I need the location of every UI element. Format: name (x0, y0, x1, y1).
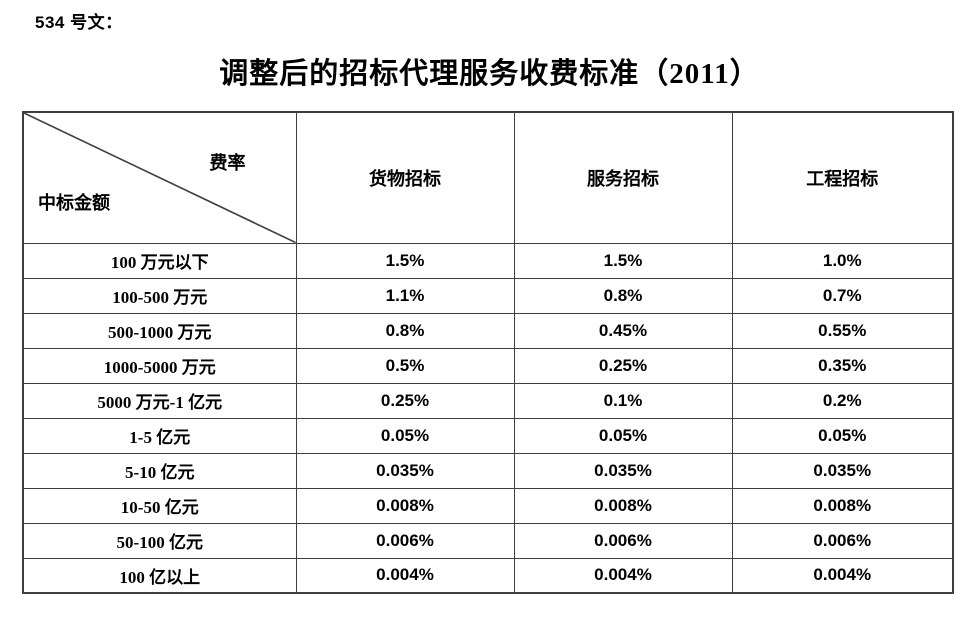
column-header-goods: 货物招标 (295, 111, 515, 244)
rate-cell: 1.5% (513, 242, 733, 279)
diagonal-corner-cell: 费率 中标金额 (22, 111, 297, 244)
rate-cell: 0.05% (513, 417, 733, 454)
row-label: 50-100 亿元 (22, 522, 297, 559)
table-row: 1000-5000 万元 0.5% 0.25% 0.35% (22, 347, 954, 384)
rate-cell: 0.05% (731, 417, 954, 454)
fee-rate-table: 费率 中标金额 货物招标 服务招标 工程招标 100 万元以下 1.5% 1.5… (22, 111, 954, 594)
table-header-row: 费率 中标金额 货物招标 服务招标 工程招标 (22, 111, 954, 244)
rate-cell: 1.0% (731, 242, 954, 279)
table-row: 100-500 万元 1.1% 0.8% 0.7% (22, 277, 954, 314)
rate-cell: 0.25% (513, 347, 733, 384)
rate-cell: 0.008% (731, 487, 954, 524)
rate-cell: 0.2% (731, 382, 954, 419)
rate-cell: 0.008% (513, 487, 733, 524)
rate-cell: 0.035% (513, 452, 733, 489)
rate-cell: 0.006% (731, 522, 954, 559)
column-header-engineering: 工程招标 (731, 111, 954, 244)
rate-cell: 1.1% (295, 277, 515, 314)
row-label: 1-5 亿元 (22, 417, 297, 454)
table-row: 5-10 亿元 0.035% 0.035% 0.035% (22, 452, 954, 489)
row-label: 100 万元以下 (22, 242, 297, 279)
rate-cell: 0.55% (731, 312, 954, 349)
page-title: 调整后的招标代理服务收费标准（2011） (219, 58, 760, 90)
table-row: 100 亿以上 0.004% 0.004% 0.004% (22, 557, 954, 594)
doc-number-label: 534 号文： (35, 13, 123, 32)
rate-cell: 0.05% (295, 417, 515, 454)
column-header-services: 服务招标 (513, 111, 733, 244)
corner-label-amount: 中标金额 (38, 192, 110, 213)
row-label: 500-1000 万元 (22, 312, 297, 349)
rate-cell: 0.35% (731, 347, 954, 384)
rate-cell: 1.5% (295, 242, 515, 279)
table-row: 50-100 亿元 0.006% 0.006% 0.006% (22, 522, 954, 559)
row-label: 5-10 亿元 (22, 452, 297, 489)
rate-cell: 0.25% (295, 382, 515, 419)
row-label: 10-50 亿元 (22, 487, 297, 524)
rate-cell: 0.004% (295, 557, 515, 594)
rate-cell: 0.035% (295, 452, 515, 489)
table-row: 10-50 亿元 0.008% 0.008% 0.008% (22, 487, 954, 524)
table-row: 100 万元以下 1.5% 1.5% 1.0% (22, 242, 954, 279)
table-row: 1-5 亿元 0.05% 0.05% 0.05% (22, 417, 954, 454)
corner-label-rate: 费率 (209, 153, 246, 173)
rate-cell: 0.004% (731, 557, 954, 594)
rate-cell: 0.006% (295, 522, 515, 559)
rate-cell: 0.45% (513, 312, 733, 349)
diagonal-divider-line (24, 113, 296, 243)
rate-cell: 0.5% (295, 347, 515, 384)
rate-cell: 0.7% (731, 277, 954, 314)
row-label: 5000 万元-1 亿元 (22, 382, 297, 419)
rate-cell: 0.004% (513, 557, 733, 594)
row-label: 100 亿以上 (22, 557, 297, 594)
rate-cell: 0.008% (295, 487, 515, 524)
row-label: 100-500 万元 (22, 277, 297, 314)
table-row: 500-1000 万元 0.8% 0.45% 0.55% (22, 312, 954, 349)
rate-cell: 0.1% (513, 382, 733, 419)
row-label: 1000-5000 万元 (22, 347, 297, 384)
rate-cell: 0.8% (295, 312, 515, 349)
rate-cell: 0.035% (731, 452, 954, 489)
table-body: 100 万元以下 1.5% 1.5% 1.0% 100-500 万元 1.1% … (22, 242, 954, 594)
table-row: 5000 万元-1 亿元 0.25% 0.1% 0.2% (22, 382, 954, 419)
rate-cell: 0.006% (513, 522, 733, 559)
rate-cell: 0.8% (513, 277, 733, 314)
